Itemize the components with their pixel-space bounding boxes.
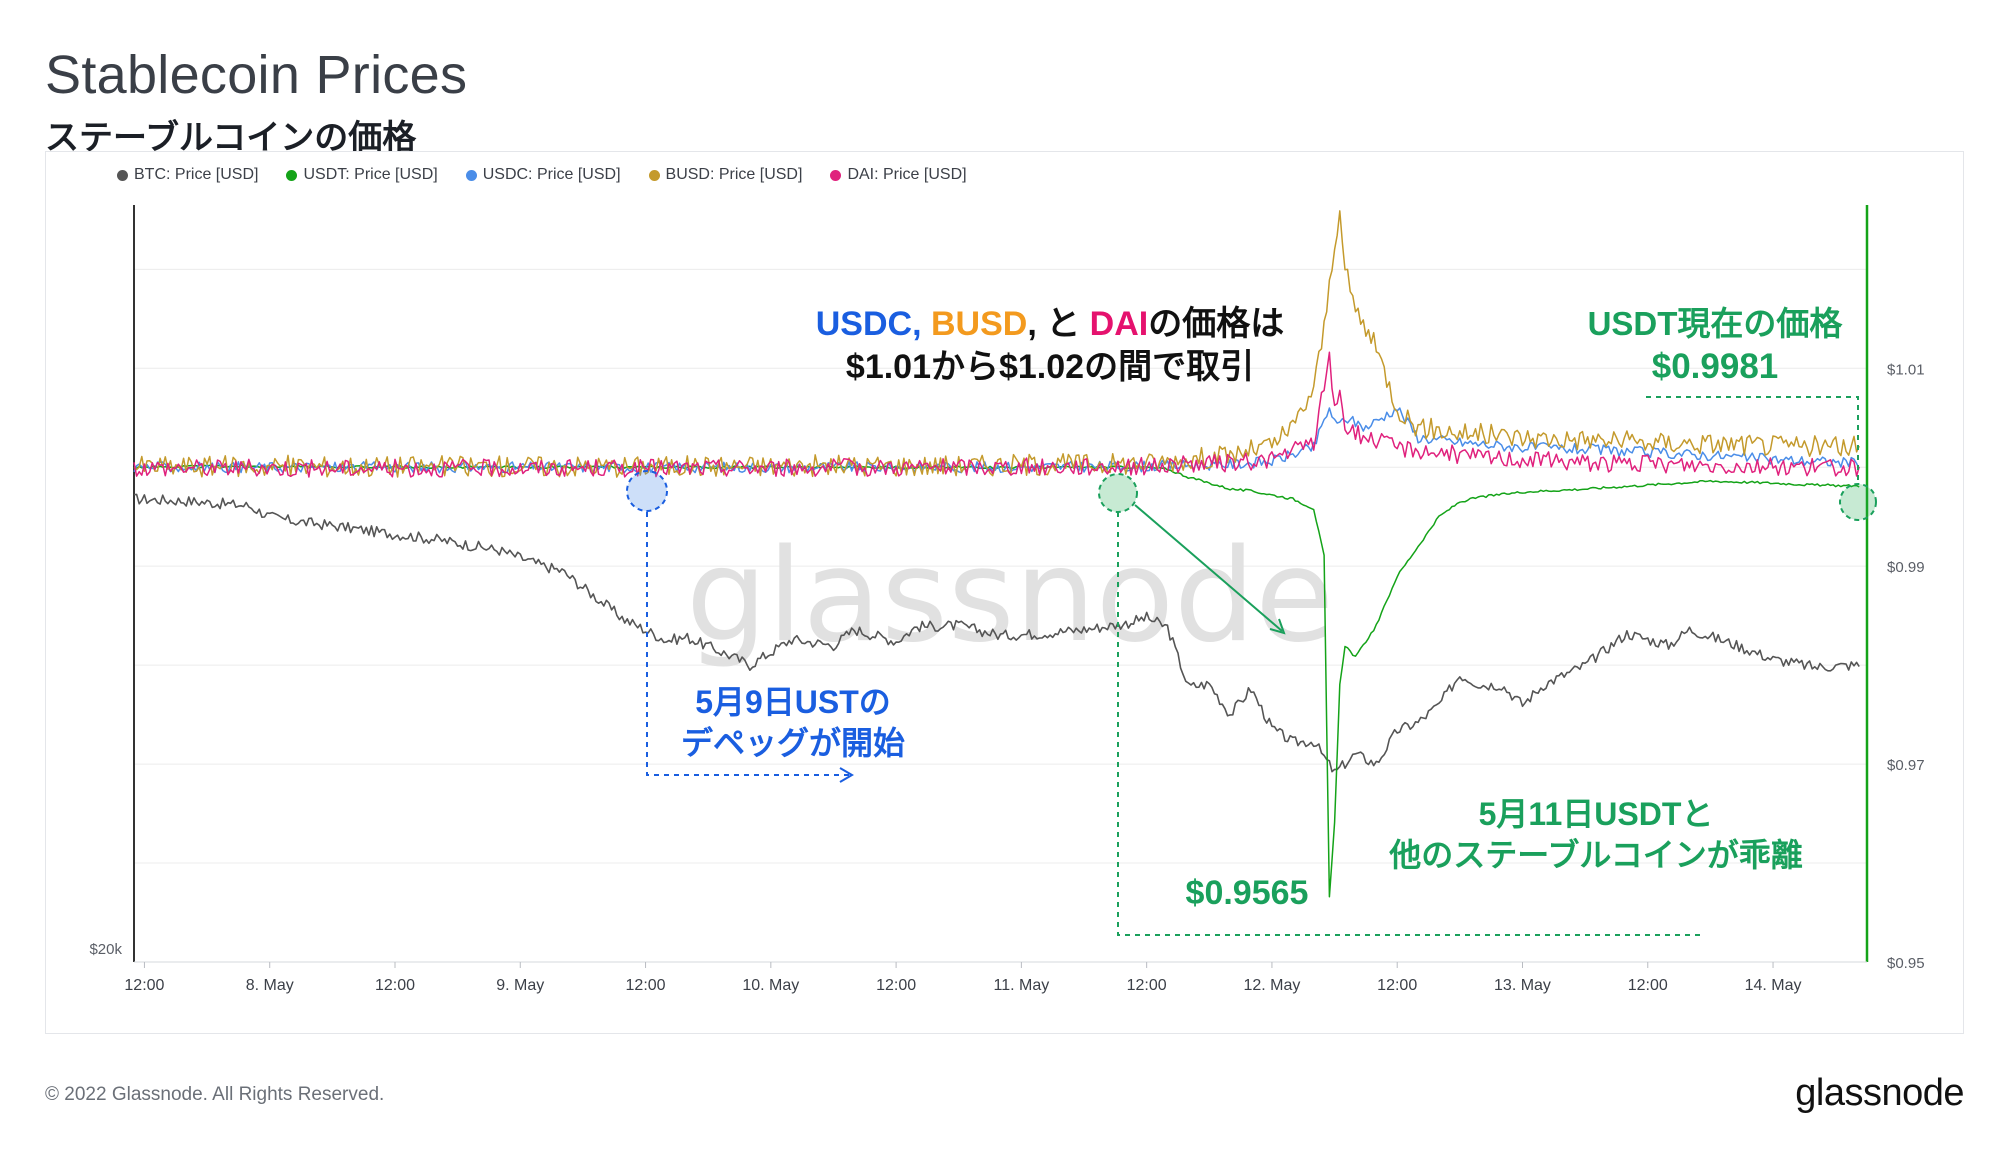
legend-dot-busd — [648, 169, 660, 181]
depeg-arrow-head — [839, 767, 854, 783]
x-tick-label: 12:00 — [876, 977, 916, 994]
legend-label-busd: BUSD: Price [USD] — [665, 166, 803, 183]
depeg-annotation-line1: 5月9日USTの — [695, 684, 891, 720]
usdt-current-marker-circle — [1839, 483, 1877, 521]
y-right-tick-label: $1.01 — [1887, 361, 1925, 378]
chart-legend: BTC: Price [USD] USDT: Price [USD] USDC:… — [117, 166, 967, 184]
legend-label-btc: BTC: Price [USD] — [134, 166, 259, 183]
legend-label-usdt: USDT: Price [USD] — [303, 166, 438, 183]
y-right-tick-label: $0.95 — [1887, 955, 1925, 972]
diverge-marker-circle — [1098, 473, 1138, 513]
series-lines — [133, 210, 1860, 898]
series-line-busd — [133, 210, 1860, 478]
range-annotation-mid: , と — [1027, 305, 1089, 343]
range-annotation-tail: の価格は — [1148, 305, 1284, 343]
legend-dot-dai — [830, 169, 842, 181]
legend-dot-usdt — [286, 169, 298, 181]
y-left-tick-label: $20k — [89, 941, 122, 958]
x-tick-label: 10. May — [742, 977, 799, 994]
chart-panel — [45, 151, 1964, 1034]
x-tick-label: 12:00 — [1377, 977, 1417, 994]
x-tick-label: 12:00 — [375, 977, 415, 994]
x-tick-label: 12:00 — [124, 977, 164, 994]
diverge-arrow-line — [1134, 504, 1283, 632]
legend-item-btc[interactable]: BTC: Price [USD] — [117, 166, 258, 184]
series-line-usdc — [133, 407, 1860, 474]
range-annotation-busd: BUSD — [931, 305, 1027, 343]
series-line-btc — [133, 493, 1860, 773]
diverge-arrow-head — [1269, 618, 1286, 635]
x-tick-label: 12:00 — [1127, 977, 1167, 994]
range-annotation-dai: DAI — [1090, 305, 1149, 343]
legend-dot-usdc — [465, 169, 477, 181]
watermark: glassnode — [686, 522, 1334, 671]
diverge-annotation-line1: 5月11日USDTと — [1479, 796, 1714, 832]
legend-item-usdc[interactable]: USDC: Price [USD] — [465, 166, 621, 184]
depeg-marker-circle — [626, 470, 668, 512]
legend-dot-btc — [117, 169, 128, 181]
x-tick-label: 11. May — [994, 977, 1050, 994]
usdt-current-bracket-line — [1646, 396, 1859, 485]
range-annotation-line1: USDC, BUSD, と DAIの価格は — [816, 305, 1284, 343]
x-tick-label: 14. May — [1745, 977, 1802, 994]
page-title: Stablecoin Prices — [45, 45, 468, 105]
x-tick-label: 12:00 — [626, 977, 666, 994]
legend-label-usdc: USDC: Price [USD] — [482, 166, 621, 183]
y-right-tick-label: $0.97 — [1887, 757, 1925, 774]
diverge-bracket-line — [1117, 512, 1700, 936]
usdt-current-value: $0.9981 — [1652, 347, 1779, 386]
x-tick-label: 9. May — [496, 977, 544, 994]
x-tick-label: 12:00 — [1628, 977, 1668, 994]
legend-label-dai: DAI: Price [USD] — [847, 166, 967, 183]
usdt-low-annotation: $0.9565 — [1186, 874, 1309, 912]
depeg-bracket-line — [646, 512, 850, 776]
annotation-overlays — [626, 396, 1877, 936]
depeg-annotation-line2: デペッグが開始 — [681, 725, 905, 761]
series-line-dai — [133, 351, 1860, 478]
x-tick-label: 13. May — [1494, 977, 1551, 994]
usdt-current-label: USDT現在の価格 — [1588, 305, 1844, 342]
legend-item-busd[interactable]: BUSD: Price [USD] — [648, 166, 803, 184]
legend-item-dai[interactable]: DAI: Price [USD] — [830, 166, 967, 184]
footer-brand-logo: glassnode — [1795, 1072, 1964, 1114]
legend-item-usdt[interactable]: USDT: Price [USD] — [286, 166, 438, 184]
page-subtitle: ステーブルコインの価格 — [45, 119, 417, 157]
axes: 12:00 8. May 12:00 9. May 12:00 10. May 12:00 1… — [89, 205, 1925, 994]
range-annotation-usdc: USDC, — [816, 305, 931, 343]
range-annotation-line2: $1.01から$1.02の間で取引 — [846, 348, 1254, 386]
y-right-tick-label: $0.99 — [1887, 559, 1925, 576]
footer-copyright: © 2022 Glassnode. All Rights Reserved. — [45, 1084, 385, 1105]
x-tick-label: 8. May — [246, 977, 294, 994]
x-tick-label: 12. May — [1243, 977, 1300, 994]
diverge-annotation-line2: 他のステーブルコインが乖離 — [1388, 837, 1802, 873]
